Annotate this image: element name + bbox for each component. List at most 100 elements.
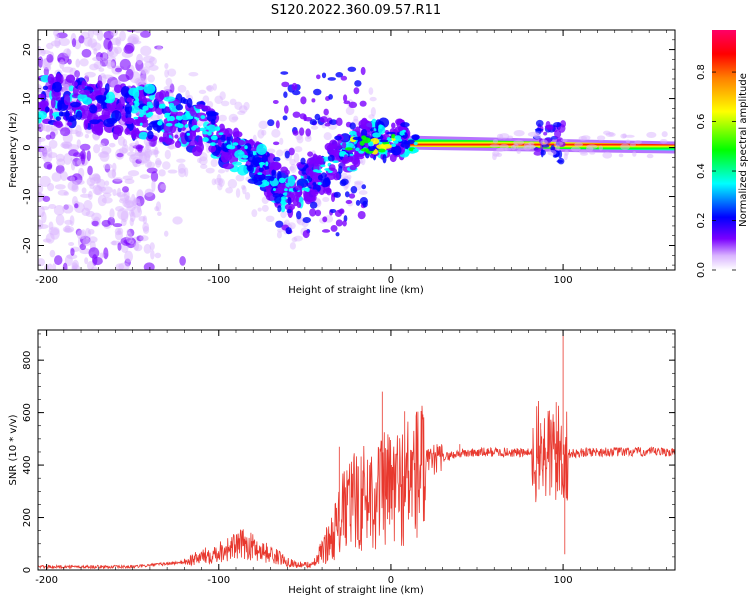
spectral-blob <box>96 30 104 41</box>
spectral-blob <box>135 86 145 91</box>
spectral-blob <box>349 130 357 136</box>
spectral-blob <box>272 141 280 146</box>
spectral-blob <box>168 102 175 107</box>
spectral-blob <box>322 216 328 223</box>
y-tick-label: -10 <box>22 188 33 204</box>
spectral-blob <box>202 130 209 135</box>
spectral-blob <box>489 144 500 148</box>
spectral-blob <box>189 109 197 117</box>
spectral-blob <box>142 215 148 225</box>
spectral-blob <box>125 68 134 81</box>
spectral-blob <box>598 145 603 151</box>
spectral-blob <box>91 212 102 222</box>
spectral-blob <box>357 210 366 220</box>
spectral-blob <box>292 111 301 118</box>
colorbar-gradient <box>712 30 736 270</box>
spectral-blob <box>79 143 91 151</box>
spectral-blob <box>163 230 169 237</box>
spectral-blob <box>289 163 297 173</box>
spectral-blob <box>210 158 218 168</box>
spectral-blob <box>328 164 336 172</box>
spectral-blob <box>117 242 122 251</box>
spectral-blob <box>265 184 271 193</box>
spectral-blob <box>111 240 117 246</box>
spectral-blob <box>177 163 186 174</box>
spectral-blob <box>87 165 93 176</box>
spectral-blob <box>271 169 276 176</box>
spectral-blob <box>116 152 124 158</box>
spectral-blob <box>533 147 543 152</box>
spectral-blob <box>413 141 418 146</box>
spectral-blob <box>159 90 166 100</box>
spectral-blob <box>89 63 99 71</box>
spectral-blob <box>41 124 53 132</box>
spectral-blob <box>83 119 89 130</box>
spectral-blob <box>258 120 268 130</box>
spectral-blob <box>372 132 381 138</box>
spectral-blob <box>164 62 169 70</box>
spectral-blob <box>70 176 76 183</box>
spectral-blob <box>303 174 308 180</box>
spectral-blob <box>102 74 113 79</box>
spectral-blob <box>68 85 75 92</box>
spectral-blob <box>556 159 563 163</box>
spectral-blob <box>211 178 217 186</box>
spectral-blob <box>49 249 56 258</box>
spectral-blob <box>79 105 90 112</box>
spectral-blob <box>370 106 376 117</box>
spectral-blob <box>67 180 78 191</box>
spectral-blob <box>87 30 94 39</box>
spectral-blob <box>257 207 262 212</box>
spectral-blob <box>54 33 60 40</box>
spectral-blob <box>342 220 347 227</box>
spectral-blob <box>103 38 112 50</box>
spectral-blob <box>276 231 282 239</box>
spectral-blob <box>360 148 369 152</box>
spectral-blob <box>553 141 564 146</box>
colorbar: 0.0 0.2 0.4 0.6 0.8 Normalized spectral ampl… <box>696 30 749 278</box>
spectral-blob <box>343 100 351 105</box>
spectral-blob <box>362 200 368 208</box>
spectral-blob <box>304 187 309 192</box>
spectral-blob <box>58 37 70 47</box>
spectral-blob <box>329 209 337 214</box>
spectral-blob <box>292 90 301 96</box>
spectral-blob <box>291 237 298 243</box>
spectral-blob <box>75 110 83 121</box>
spectral-blob <box>167 68 177 77</box>
spectral-blob <box>143 83 156 94</box>
spectral-blob <box>280 166 289 173</box>
spectral-blob <box>251 209 258 218</box>
spectral-blob <box>89 119 100 125</box>
spectral-blob <box>314 113 321 121</box>
spectral-blob <box>570 146 581 152</box>
spectral-blob <box>334 135 342 141</box>
spectral-blob <box>81 207 91 217</box>
spectral-blob <box>46 53 54 63</box>
spectral-blob <box>146 161 156 169</box>
spectral-blob <box>354 180 364 185</box>
spectral-blob <box>412 148 419 153</box>
spectral-blob <box>81 80 86 90</box>
spectral-blob <box>317 182 322 186</box>
spectral-blob <box>268 161 281 171</box>
spectral-blob <box>62 204 74 214</box>
spectral-blob <box>52 263 57 270</box>
spectral-blob <box>55 116 61 122</box>
spectral-blob <box>86 150 91 162</box>
colorbar-tick-label: 0.2 <box>696 213 707 229</box>
spectral-blob <box>368 87 374 95</box>
spectral-blob <box>324 176 331 187</box>
spectral-blob <box>122 139 128 147</box>
spectral-blob <box>369 153 375 159</box>
spectral-blob <box>327 154 335 162</box>
spectral-blob <box>118 147 128 154</box>
spectral-blob <box>596 135 606 141</box>
spectral-blob <box>132 144 145 149</box>
spectral-blob <box>348 101 358 109</box>
spectral-blob <box>359 100 367 107</box>
spectral-blob <box>120 218 127 227</box>
spectral-blob <box>84 257 89 265</box>
spectral-blob <box>218 114 227 122</box>
